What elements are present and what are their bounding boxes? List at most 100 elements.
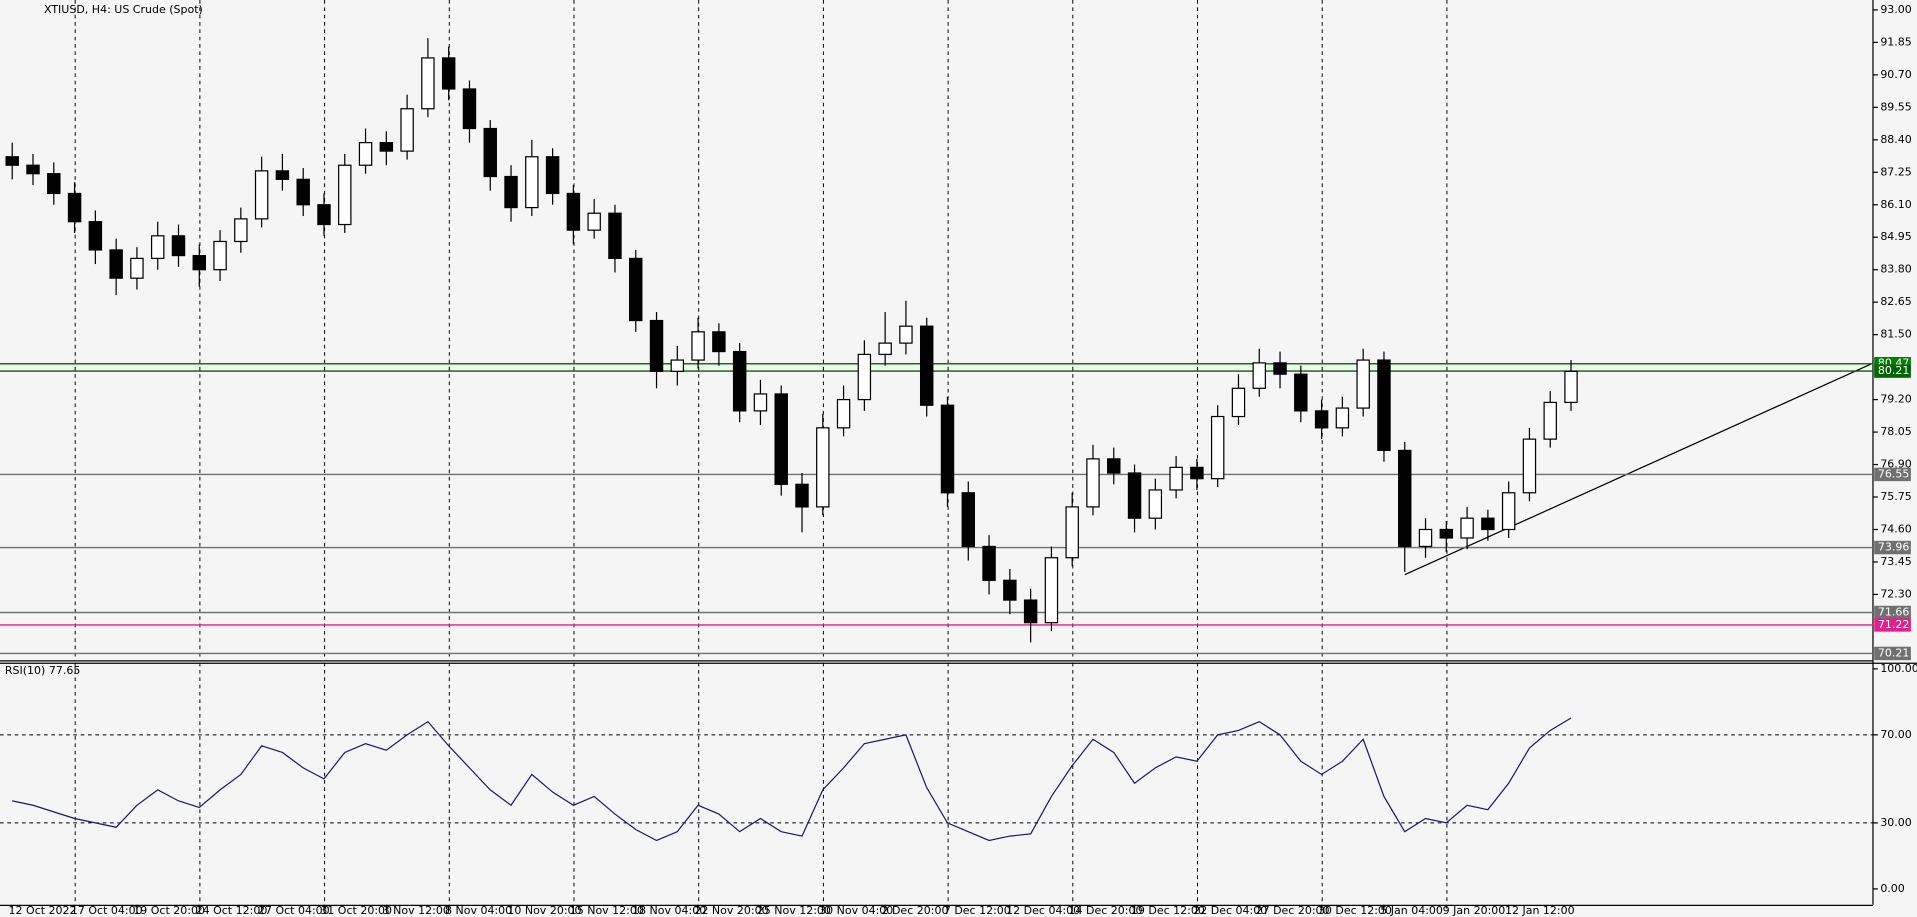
y-tick-label: 83.80: [1880, 263, 1912, 276]
x-tick-label: 19 Oct 20:00: [133, 904, 205, 917]
y-tick-label: 76.90: [1880, 458, 1912, 471]
candle-body: [1543, 401, 1557, 440]
candle-body: [712, 331, 726, 353]
candle-body: [1522, 438, 1537, 494]
x-tick-label: 2 Dec 20:00: [881, 904, 948, 917]
level-label: 71.66: [1878, 606, 1910, 619]
candle-body: [670, 359, 685, 372]
x-tick-label: 18 Nov 04:00: [632, 904, 706, 917]
candle-body: [5, 156, 19, 166]
y-tick-label: 89.55: [1880, 100, 1912, 113]
candle-body: [878, 342, 892, 356]
candle-body: [1418, 528, 1433, 548]
y-tick-label: 72.30: [1880, 587, 1912, 600]
level-label-box: [1874, 364, 1911, 378]
candle-body: [254, 170, 269, 220]
x-tick-label: 10 Nov 20:00: [507, 904, 581, 917]
y-tick-label: 74.60: [1880, 522, 1912, 535]
candle-body: [171, 235, 186, 257]
x-tick-label: 30 Nov 04:00: [819, 904, 893, 917]
y-tick-label: 87.25: [1880, 165, 1912, 178]
candle-body: [1210, 415, 1225, 480]
y-tick-label: 93.00: [1880, 3, 1912, 16]
candle-body: [1398, 449, 1412, 548]
candle-body: [587, 212, 601, 231]
candle-body: [192, 254, 207, 271]
candle-body: [525, 156, 539, 209]
candle-body: [899, 325, 913, 344]
level-label: 80.21: [1878, 364, 1910, 377]
level-label: 70.21: [1878, 646, 1910, 659]
candle-body: [732, 350, 747, 412]
level-label-box: [1874, 467, 1911, 482]
x-tick-label: 3 Nov 12:00: [383, 904, 450, 917]
candle-body: [1481, 517, 1495, 531]
y-tick-label: 73.45: [1880, 555, 1912, 568]
candle-body: [441, 57, 456, 90]
candle-body: [504, 175, 518, 209]
candle-body: [67, 192, 82, 223]
candle-body: [1460, 517, 1474, 539]
candle-body: [421, 57, 435, 110]
x-tick-label: 22 Dec 04:00: [1193, 904, 1267, 917]
candle-body: [130, 257, 144, 279]
x-tick-label: 24 Oct 12:00: [196, 904, 268, 917]
level-label: 73.96: [1878, 541, 1910, 554]
y-tick-label: 91.85: [1880, 35, 1912, 48]
candle-body: [795, 483, 809, 508]
candle-body: [1023, 599, 1038, 624]
candle-body: [462, 88, 477, 130]
x-tick-label: 9 Jan 20:00: [1443, 904, 1506, 917]
candle-body: [338, 164, 352, 226]
candle-body: [379, 142, 394, 152]
y-tick-label: 75.75: [1880, 490, 1912, 503]
x-tick-label: 22 Nov 20:00: [694, 904, 768, 917]
y-tick-label: 81.50: [1880, 328, 1912, 341]
candle-body: [1169, 466, 1183, 491]
candle-body: [1127, 472, 1142, 519]
candle-body: [545, 156, 560, 195]
candle-body: [774, 393, 788, 485]
candle-body: [857, 353, 872, 401]
y-tick-label: 86.10: [1880, 198, 1912, 211]
x-tick-label: 31 Oct 20:00: [320, 904, 392, 917]
candle-body: [1314, 410, 1329, 429]
candle-body: [1231, 387, 1246, 418]
candle-body: [483, 127, 497, 178]
x-tick-label: 25 Nov 12:00: [757, 904, 831, 917]
candle-body: [1335, 407, 1350, 429]
candle-body: [1273, 362, 1287, 375]
candle-body: [1294, 373, 1308, 412]
candle-body: [940, 404, 955, 494]
candle-body: [1356, 359, 1370, 409]
y-tick-label: 90.70: [1880, 68, 1912, 81]
candle-body: [1044, 557, 1059, 624]
candle-body: [26, 164, 40, 175]
candle-body: [1086, 458, 1100, 508]
x-tick-label: 12 Dec 04:00: [1006, 904, 1080, 917]
candle-body: [275, 170, 290, 180]
x-tick-label: 27 Oct 04:00: [258, 904, 330, 917]
candle-body: [234, 218, 248, 243]
candle-body: [1148, 489, 1163, 519]
candle-body: [816, 427, 830, 508]
candle-body: [400, 108, 414, 152]
candle-body: [1003, 579, 1017, 601]
rsi-title: RSI(10) 77.65: [5, 664, 80, 677]
candle-body: [1252, 362, 1266, 389]
rsi-line: [12, 717, 1572, 842]
y-tick-label: 78.05: [1880, 425, 1912, 438]
y-tick-label: 30.00: [1880, 816, 1912, 829]
y-tick-label: 88.40: [1880, 133, 1912, 146]
x-tick-label: 30 Dec 12:00: [1318, 904, 1392, 917]
level-label-box: [1874, 605, 1911, 620]
candle-body: [982, 545, 996, 581]
y-tick-label: 100.00: [1880, 662, 1917, 675]
y-tick-label: 82.65: [1880, 295, 1912, 308]
candle-body: [296, 178, 310, 206]
level-label: 76.55: [1878, 467, 1910, 480]
x-tick-label: 5 Jan 04:00: [1380, 904, 1443, 917]
